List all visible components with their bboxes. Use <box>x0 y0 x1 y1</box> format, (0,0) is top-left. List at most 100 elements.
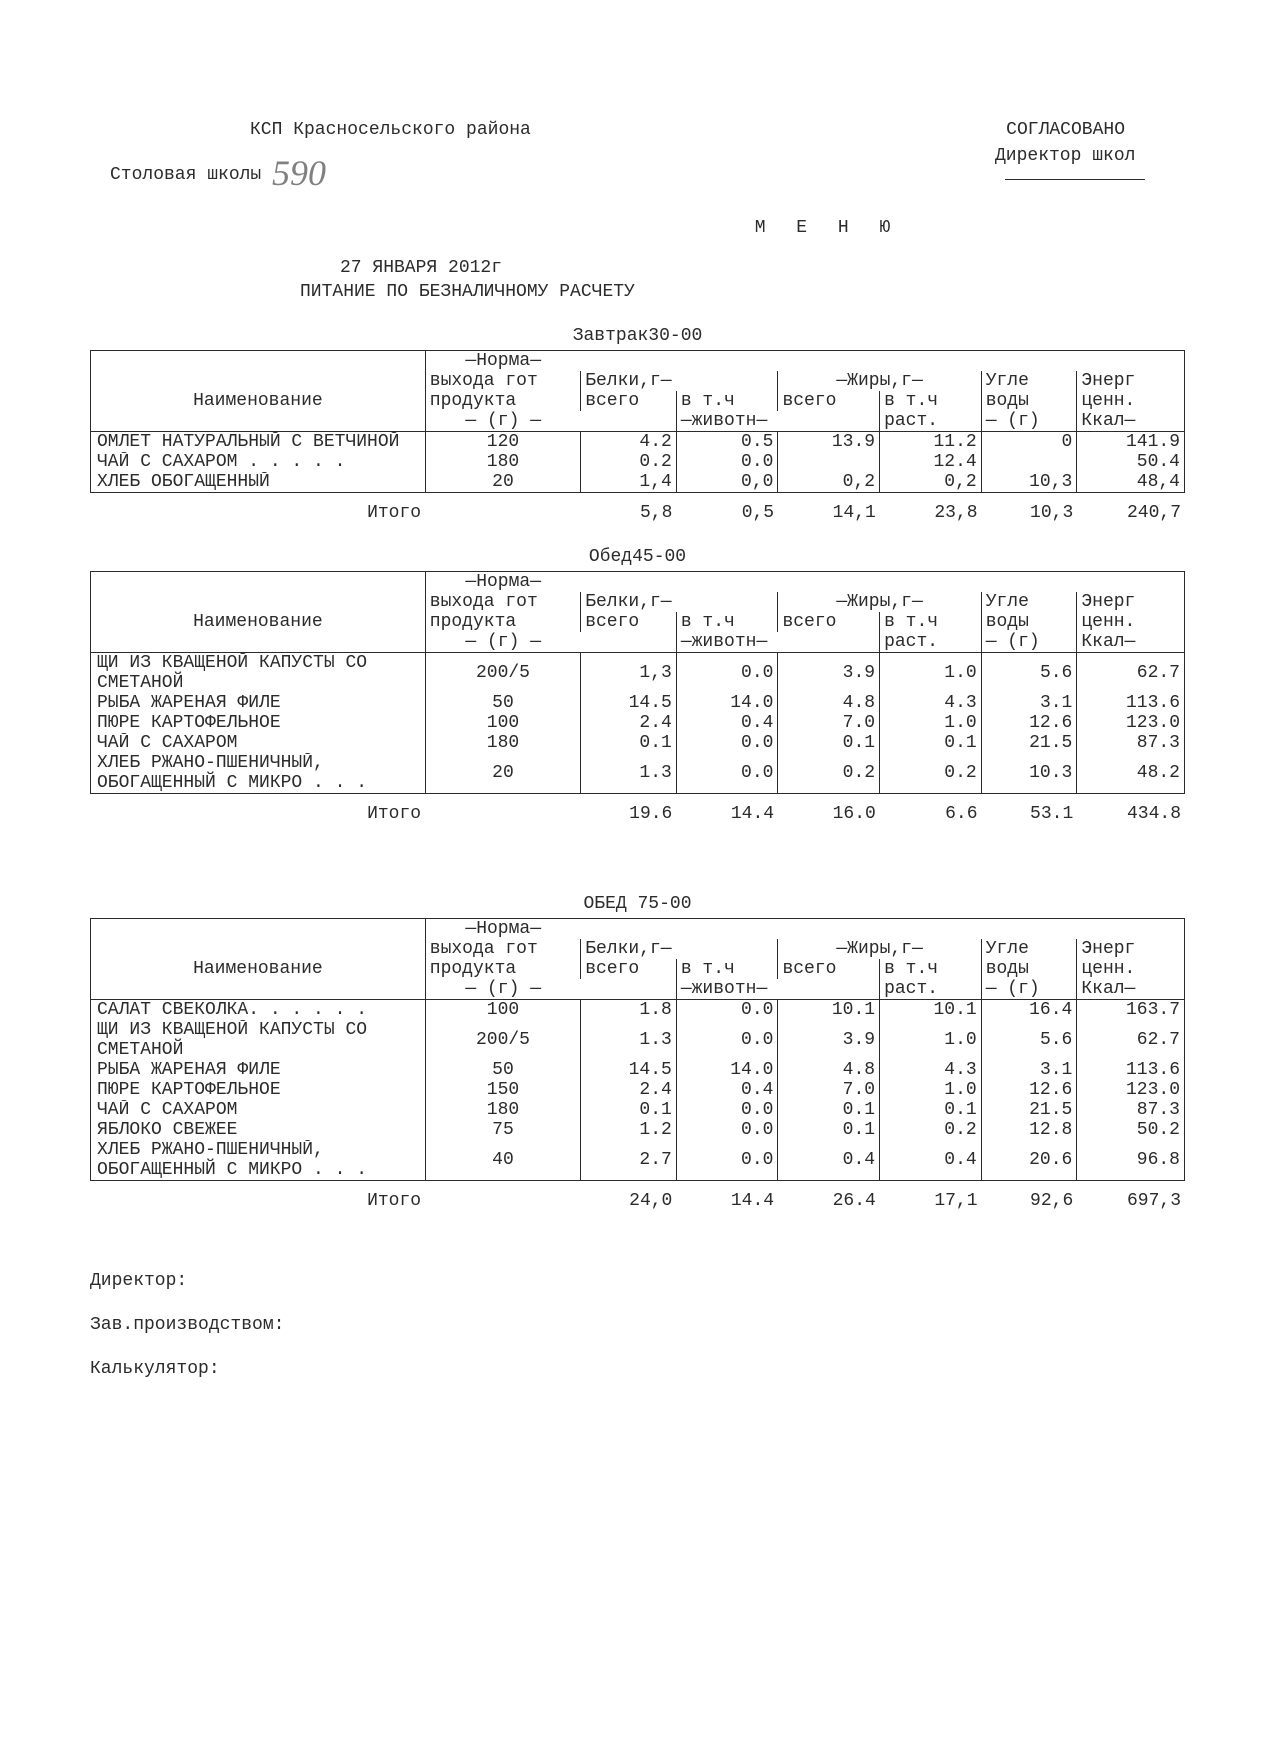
cell-g: 50 <box>425 693 580 713</box>
cell-e: 96.8 <box>1077 1140 1185 1181</box>
cell-e: 123.0 <box>1077 713 1185 733</box>
cell-name: ЯБЛОКО СВЕЖЕЕ <box>91 1120 426 1140</box>
total-jr: 17,1 <box>880 1181 982 1211</box>
col-vtch: в т.ч <box>676 959 778 979</box>
total-u: 53.1 <box>982 794 1078 824</box>
cell-g: 200/5 <box>425 1020 580 1060</box>
cell-name: ХЛЕБ РЖАНО-ПШЕНИЧНЫЙ, ОБОГАЩЕННЫЙ С МИКР… <box>91 1140 426 1181</box>
cell-bj: 0.0 <box>676 1100 778 1120</box>
col-vsego: всего <box>778 612 880 632</box>
total-bj: 14.4 <box>676 1181 778 1211</box>
cell-j: 7.0 <box>778 713 880 733</box>
cell-b: 2.7 <box>581 1140 677 1181</box>
cell-jr: 4.3 <box>880 1060 982 1080</box>
cell-e: 113.6 <box>1077 693 1185 713</box>
meal-table: —Норма— выхода гот Белки,г— —Жиры,г— Угл… <box>90 918 1185 1181</box>
col-name: Наименование <box>91 391 426 411</box>
table-row: ЧАЙ С САХАРОМ 180 0.1 0.0 0.1 0.1 21.5 8… <box>91 1100 1185 1120</box>
cell-jr: 0,2 <box>880 472 982 493</box>
cell-e: 50.4 <box>1077 452 1185 472</box>
col-name: Наименование <box>91 959 426 979</box>
col-norma: —Норма— <box>425 572 580 593</box>
cell-g: 120 <box>425 432 580 453</box>
cell-j: 0.1 <box>778 733 880 753</box>
cell-u: 12.6 <box>981 1080 1077 1100</box>
cell-jr: 0.2 <box>880 753 982 794</box>
cell-b: 0.2 <box>581 452 677 472</box>
cell-name: ПЮРЕ КАРТОФЕЛЬНОЕ <box>91 1080 426 1100</box>
table-row: ХЛЕБ РЖАНО-ПШЕНИЧНЫЙ, ОБОГАЩЕННЫЙ С МИКР… <box>91 753 1185 794</box>
col-vtch: в т.ч <box>880 959 982 979</box>
table-row: ЩИ ИЗ КВАЩЕНОЙ КАПУСТЫ СО СМЕТАНОЙ 200/5… <box>91 653 1185 694</box>
sig-calc: Калькулятор: <box>90 1359 1185 1379</box>
total-u: 10,3 <box>982 493 1078 523</box>
cell-g: 150 <box>425 1080 580 1100</box>
table-row: ПЮРЕ КАРТОФЕЛЬНОЕ 100 2.4 0.4 7.0 1.0 12… <box>91 713 1185 733</box>
cell-bj: 0.4 <box>676 1080 778 1100</box>
meal-table: —Норма— выхода гот Белки,г— —Жиры,г— Угл… <box>90 350 1185 493</box>
col-vtch: в т.ч <box>676 612 778 632</box>
sig-zav: Зав.производством: <box>90 1315 1185 1335</box>
cell-jr: 1.0 <box>880 1020 982 1060</box>
meal-title: ОБЕД 75-00 <box>90 894 1185 914</box>
cell-jr: 11.2 <box>880 432 982 453</box>
menu-title: М Е Н Ю <box>470 218 1185 238</box>
cell-e: 62.7 <box>1077 653 1185 694</box>
col-vtch: в т.ч <box>880 391 982 411</box>
total-bj: 14.4 <box>676 794 778 824</box>
cell-name: ЩИ ИЗ КВАЩЕНОЙ КАПУСТЫ СО СМЕТАНОЙ <box>91 653 426 694</box>
cell-b: 1.8 <box>581 1000 677 1021</box>
col-rast: раст. <box>880 979 982 1000</box>
meal-table: —Норма— выхода гот Белки,г— —Жиры,г— Угл… <box>90 571 1185 794</box>
col-norma3: продукта <box>425 391 580 411</box>
cell-u: 0 <box>981 432 1077 453</box>
col-vsego: всего <box>581 612 677 632</box>
total-label: Итого <box>90 794 425 824</box>
cell-j: 7.0 <box>778 1080 880 1100</box>
col-jivotn: —животн— <box>676 411 879 432</box>
table-row: ЧАЙ С САХАРОМ . . . . . 180 0.2 0.0 12.4… <box>91 452 1185 472</box>
col-belki: Белки,г— <box>581 371 778 391</box>
totals-row: Итого 19.6 14.4 16.0 6.6 53.1 434.8 <box>90 794 1185 824</box>
total-jr: 6.6 <box>880 794 982 824</box>
cell-e: 113.6 <box>1077 1060 1185 1080</box>
total-b: 24,0 <box>581 1181 677 1211</box>
cell-u: 12.8 <box>981 1120 1077 1140</box>
cell-g: 40 <box>425 1140 580 1181</box>
cell-bj: 0.4 <box>676 713 778 733</box>
cell-e: 48.2 <box>1077 753 1185 794</box>
total-label: Итого <box>90 1181 425 1211</box>
cell-bj: 0.0 <box>676 1140 778 1181</box>
cell-bj: 14.0 <box>676 693 778 713</box>
cell-b: 0.1 <box>581 1100 677 1120</box>
cell-j: 4.8 <box>778 693 880 713</box>
table-row: ПЮРЕ КАРТОФЕЛЬНОЕ 150 2.4 0.4 7.0 1.0 12… <box>91 1080 1185 1100</box>
cell-j: 4.8 <box>778 1060 880 1080</box>
cell-b: 2.4 <box>581 713 677 733</box>
cell-u: 10.3 <box>981 753 1077 794</box>
totals-row: Итого 24,0 14.4 26.4 17,1 92,6 697,3 <box>90 1181 1185 1211</box>
col-energ2: ценн. <box>1077 391 1185 411</box>
cell-bj: 0.5 <box>676 432 778 453</box>
table-row: ЧАЙ С САХАРОМ 180 0.1 0.0 0.1 0.1 21.5 8… <box>91 733 1185 753</box>
cell-name: ОМЛЕТ НАТУРАЛЬНЫЙ С ВЕТЧИНОЙ <box>91 432 426 453</box>
col-jiry: —Жиры,г— <box>778 371 981 391</box>
cell-name: ХЛЕБ ОБОГАЩЕННЫЙ <box>91 472 426 493</box>
cell-g: 200/5 <box>425 653 580 694</box>
cell-j: 0.4 <box>778 1140 880 1181</box>
total-bj: 0,5 <box>676 493 778 523</box>
table-row: ХЛЕБ ОБОГАЩЕННЫЙ 20 1,4 0,0 0,2 0,2 10,3… <box>91 472 1185 493</box>
col-belki: Белки,г— <box>581 939 778 959</box>
total-j: 26.4 <box>778 1181 880 1211</box>
col-norma4: — (г) — <box>425 411 580 432</box>
col-ugle: Угле <box>981 939 1077 959</box>
cell-e: 50.2 <box>1077 1120 1185 1140</box>
col-ugle: Угле <box>981 592 1077 612</box>
cell-jr: 10.1 <box>880 1000 982 1021</box>
cell-b: 14.5 <box>581 693 677 713</box>
cell-j: 0.1 <box>778 1120 880 1140</box>
meal-title: Обед45-00 <box>90 547 1185 567</box>
col-rast: раст. <box>880 411 982 432</box>
cell-u: 5.6 <box>981 1020 1077 1060</box>
approved-label: СОГЛАСОВАНО <box>1006 120 1125 140</box>
